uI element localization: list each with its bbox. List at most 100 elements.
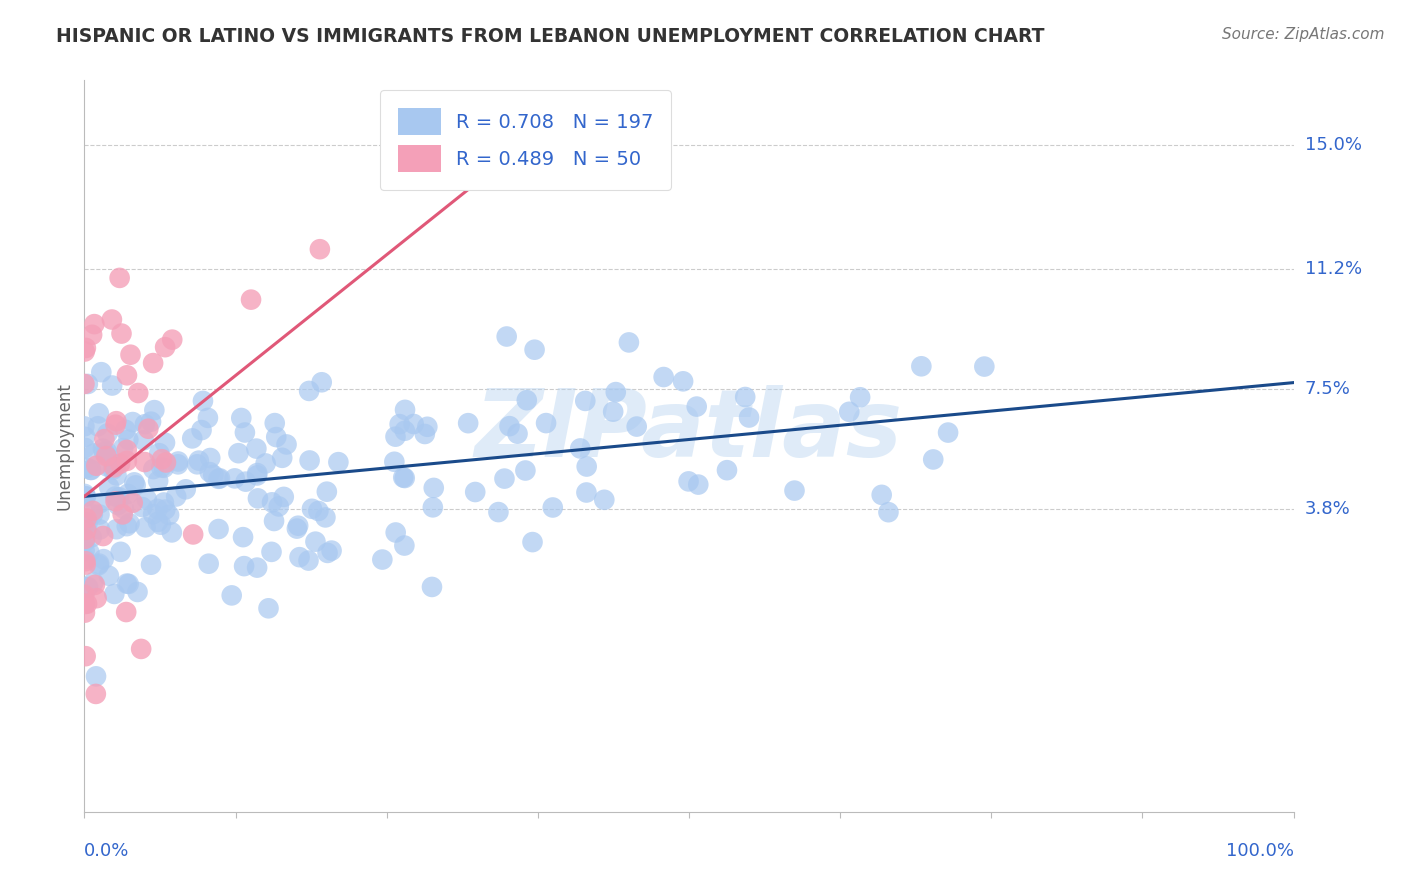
Point [207, 472, 229, 486]
Point [181, 527, 204, 541]
Point [143, 403, 166, 417]
Point [522, 535, 544, 549]
Point [112, 501, 135, 516]
Point [672, 374, 695, 388]
Point [76, 511, 98, 525]
Point [298, 384, 321, 398]
Point [117, 433, 139, 447]
Point [254, 457, 277, 471]
Point [104, 490, 127, 504]
Point [716, 463, 738, 477]
Point [75, 515, 97, 529]
Point [181, 431, 204, 445]
Point [76, 597, 98, 611]
Text: 11.2%: 11.2% [1305, 260, 1362, 277]
Point [82, 504, 104, 518]
Point [112, 441, 135, 455]
Point [114, 423, 136, 437]
Point [388, 417, 411, 432]
Point [104, 494, 127, 508]
Text: 0.0%: 0.0% [84, 842, 129, 860]
Point [165, 490, 187, 504]
Point [371, 552, 394, 566]
Point [574, 393, 596, 408]
Point [103, 460, 125, 475]
Point [101, 378, 124, 392]
Point [148, 446, 170, 460]
Point [231, 411, 253, 425]
Point [75, 523, 97, 537]
Point [423, 481, 446, 495]
Point [89, 508, 111, 522]
Point [155, 455, 177, 469]
Point [146, 474, 169, 488]
Point [132, 434, 155, 448]
Point [75, 430, 97, 444]
Point [605, 385, 627, 400]
Legend: R = 0.708   N = 197, R = 0.489   N = 50: R = 0.708 N = 197, R = 0.489 N = 50 [381, 90, 671, 190]
Point [287, 518, 309, 533]
Point [309, 242, 332, 256]
Point [110, 326, 132, 341]
Point [83, 578, 105, 592]
Point [115, 576, 138, 591]
Point [420, 580, 443, 594]
Point [93, 552, 115, 566]
Point [922, 452, 945, 467]
Point [127, 585, 149, 599]
Point [200, 450, 222, 465]
Point [89, 557, 111, 571]
Point [101, 463, 124, 477]
Point [149, 517, 172, 532]
Point [73, 419, 96, 434]
Point [129, 641, 152, 656]
Point [73, 552, 96, 566]
Point [76, 376, 98, 391]
Point [232, 530, 254, 544]
Point [738, 410, 761, 425]
Point [516, 393, 538, 408]
Point [494, 472, 516, 486]
Point [783, 483, 806, 498]
Point [208, 471, 231, 485]
Point [142, 507, 165, 521]
Point [260, 545, 283, 559]
Point [394, 402, 416, 417]
Point [321, 543, 343, 558]
Point [79, 545, 101, 559]
Point [153, 495, 176, 509]
Text: 15.0%: 15.0% [1305, 136, 1361, 154]
Point [124, 478, 146, 492]
Point [167, 454, 190, 468]
Point [115, 454, 138, 468]
Point [135, 492, 157, 507]
Point [245, 442, 267, 456]
Point [96, 459, 118, 474]
Point [276, 437, 298, 451]
Point [115, 605, 138, 619]
Point [267, 500, 290, 514]
Point [115, 368, 138, 383]
Text: Source: ZipAtlas.com: Source: ZipAtlas.com [1222, 27, 1385, 42]
Point [392, 470, 415, 484]
Point [73, 606, 96, 620]
Point [246, 466, 269, 480]
Point [73, 487, 96, 501]
Point [115, 519, 138, 533]
Point [221, 588, 243, 602]
Point [307, 504, 329, 518]
Point [298, 453, 321, 467]
Point [686, 400, 709, 414]
Point [105, 522, 128, 536]
Point [157, 508, 180, 522]
Point [416, 419, 439, 434]
Point [973, 359, 995, 374]
Point [153, 435, 176, 450]
Point [73, 376, 96, 391]
Point [105, 414, 128, 428]
Point [91, 529, 114, 543]
Point [877, 505, 900, 519]
Point [394, 471, 416, 485]
Point [838, 405, 860, 419]
Point [122, 475, 145, 490]
